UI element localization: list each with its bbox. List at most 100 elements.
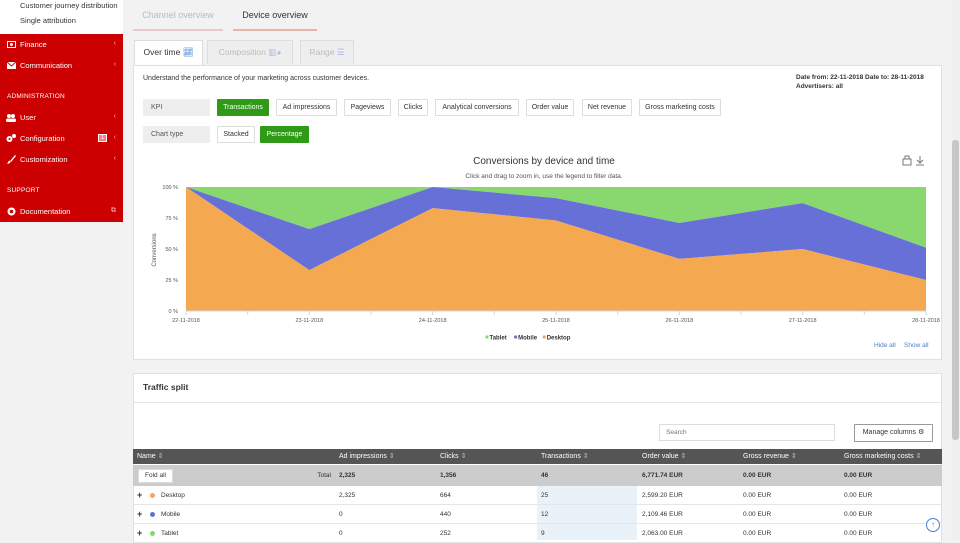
sidebar-item-label: Documentation [20,207,71,216]
chart-areas [186,187,926,311]
kpi-transactions-button[interactable]: Transactions [217,99,269,116]
column-header-label: Name [137,453,156,460]
sidebar-item-configuration[interactable]: Configuration 1 ‹ [0,128,123,149]
sort-icon: ⇕ [913,453,922,460]
fold-all-button[interactable]: Fold all [138,469,173,483]
chevron-left-icon: ‹ [113,155,116,162]
table-row[interactable] [133,505,942,524]
column-header-transactions[interactable]: Transactions ⇕ [541,449,589,464]
kpi-net-revenue-button[interactable]: Net revenue [582,99,632,116]
tab-range[interactable]: Range ☰ [300,40,354,64]
series-mobile-area[interactable] [186,187,926,280]
row-cell: 0.00 EUR [743,530,772,537]
tab-composition[interactable]: Composition ▥◕ [207,40,293,64]
show-all-link[interactable]: Show all [904,342,929,349]
button-label: Manage columns [862,429,917,436]
kpi-order-value-button[interactable]: Order value [526,99,574,116]
row-cell: 0.00 EUR [844,492,873,499]
external-link-icon: ⧉ [111,207,116,214]
sidebar-heading-administration: ADMINISTRATION [7,93,65,100]
sidebar-item-label: Customization [20,155,68,164]
sidebar-menu: Finance ‹ Communication ‹ ADMINISTRATION… [0,34,123,222]
legend-marker [514,335,518,339]
notification-badge: 1 [98,134,107,142]
sort-icon: ⇕ [580,453,589,460]
row-cell: 12 [541,511,549,518]
manage-columns-button[interactable]: Manage columns ⚙ [854,424,933,442]
kpi-label: KPI [143,99,210,116]
column-header-ad-impressions[interactable]: Ad impressions ⇕ [339,449,395,464]
sidebar-sublist: Customer journey distribution Single att… [0,0,123,34]
table-total-row [133,465,942,486]
row-name: Tablet [161,530,179,537]
scrollbar-thumb[interactable] [952,140,959,440]
advertisers-filter: Advertisers: all [796,83,843,90]
row-cell: 0.00 EUR [844,530,873,537]
print-icon[interactable] [902,155,912,166]
kpi-ad-impressions-button[interactable]: Ad impressions [276,99,337,116]
row-cell: 2,599.20 EUR [642,492,683,499]
expand-icon[interactable]: + [137,509,143,519]
legend-item-tablet[interactable]: Tablet [490,336,507,342]
kpi-analytical-conversions-button[interactable]: Analytical conversions [435,99,519,116]
money-icon [6,40,16,50]
x-tick-label: 24-11-2018 [419,318,447,324]
series-tablet-area[interactable] [186,187,926,248]
tab-channel-overview[interactable]: Channel overview [133,0,223,31]
row-cell: 2,109.46 EUR [642,511,683,518]
kpi-pageviews-button[interactable]: Pageviews [344,99,391,116]
total-cell: 1,356 [440,472,457,479]
divider [133,402,942,403]
column-header-gross-revenue[interactable]: Gross revenue ⇕ [743,449,797,464]
y-tick-label: 0 % [169,309,179,315]
row-cell: 2,325 [339,492,356,499]
legend-item-mobile[interactable]: Mobile [518,336,538,342]
conversions-chart[interactable]: Conversions by device and time Click and… [134,150,940,355]
sidebar-item-user[interactable]: User ‹ [0,107,123,128]
sidebar-item-communication[interactable]: Communication ‹ [0,55,123,76]
total-cell: 46 [541,472,549,479]
sidebar-item-finance[interactable]: Finance ‹ [0,34,123,55]
kpi-gross-marketing-costs-button[interactable]: Gross marketing costs [639,99,721,116]
legend-item-desktop[interactable]: Desktop [547,336,571,342]
sidebar-item-label: Configuration [20,134,65,143]
table-row[interactable] [133,524,942,543]
line-chart-icon: 📈︎ [182,47,194,57]
expand-icon[interactable]: + [137,528,143,538]
column-header-gross-marketing-costs[interactable]: Gross marketing costs ⇕ [844,449,921,464]
column-header-name[interactable]: Name ⇕ [137,449,164,464]
sidebar-item-documentation[interactable]: Documentation ⧉ [0,201,123,222]
column-header-clicks[interactable]: Clicks ⇕ [440,449,466,464]
tab-device-overview[interactable]: Device overview [233,0,317,31]
y-tick-label: 100 % [162,185,178,191]
chart-type-percentage-button[interactable]: Percentage [260,126,309,143]
scroll-to-top-icon[interactable]: ↑ [926,518,940,532]
date-range: Date from: 22-11-2018 Date to: 28-11-201… [796,74,924,81]
column-header-label: Clicks [440,453,459,460]
total-cell: 0.00 EUR [844,472,873,479]
device-color-dot [150,493,155,498]
legend-marker [542,335,546,339]
y-tick-label: 50 % [165,247,178,253]
row-name: Mobile [161,511,181,518]
series-desktop-area[interactable] [186,187,926,311]
table-row[interactable] [133,486,942,505]
sidebar-item-single-attribution[interactable]: Single attribution [20,16,76,25]
table-header [133,449,942,464]
tab-over-time[interactable]: Over time 📈︎ [134,40,203,66]
sidebar-heading-support: SUPPORT [7,187,40,194]
x-tick-label: 27-11-2018 [789,318,817,324]
hide-all-link[interactable]: Hide all [874,342,896,349]
row-name: Desktop [161,492,185,499]
expand-icon[interactable]: + [137,490,143,500]
search-input[interactable] [659,424,835,441]
download-icon[interactable] [916,156,924,166]
column-header-order-value[interactable]: Order value ⇕ [642,449,686,464]
kpi-clicks-button[interactable]: Clicks [398,99,428,116]
chart-type-stacked-button[interactable]: Stacked [217,126,255,143]
x-tick-label: 26-11-2018 [665,318,693,324]
sidebar-item-customization[interactable]: Customization ‹ [0,149,123,170]
sort-icon: ⇕ [386,453,395,460]
sidebar-item-customer-journey[interactable]: Customer journey distribution [20,1,118,10]
chart-legend[interactable]: Tablet Mobile Desktop [485,335,571,342]
